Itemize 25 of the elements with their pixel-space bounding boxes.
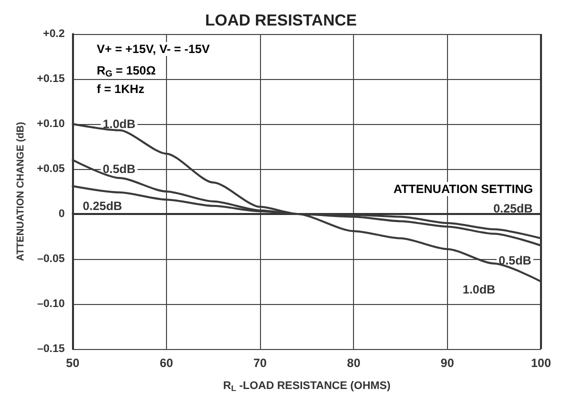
text: 0.25dB	[493, 201, 533, 216]
series-label: 0.5dB	[102, 162, 136, 176]
y-tick-label: +0.10	[36, 118, 65, 130]
y-tick-label: +0.2	[43, 28, 65, 40]
y-tick-label: –0.15	[37, 343, 65, 355]
x-tick-label: 50	[66, 356, 80, 370]
y-axis-title: ATTENUATION CHANGE (dB)	[16, 122, 26, 262]
y-tick-label: 0	[58, 208, 65, 220]
y-tick-label: –0.05	[37, 253, 65, 265]
chart-title: LOAD RESISTANCE	[205, 12, 358, 30]
x-tick-label: 80	[347, 356, 361, 370]
annotation: f = 1KHz	[96, 82, 144, 96]
series-label: 0.25dB	[82, 199, 122, 214]
y-tick-label: +0.15	[36, 73, 65, 85]
text: 1.0dB	[462, 282, 496, 296]
x-tick-label: 60	[160, 356, 174, 370]
annotation: V+ = +15V, V- = -15V	[96, 42, 210, 56]
x-tick-label: 100	[530, 356, 552, 370]
x-tick-label: 70	[253, 356, 268, 370]
annotation: ATTENUATION SETTING	[393, 182, 533, 196]
series-label: 1.0dB	[102, 117, 136, 131]
y-tick-label: +0.05	[36, 163, 65, 175]
text: 0.5dB	[498, 254, 532, 268]
y-tick-label: –0.10	[37, 298, 65, 310]
x-tick-label: 90	[440, 356, 454, 370]
